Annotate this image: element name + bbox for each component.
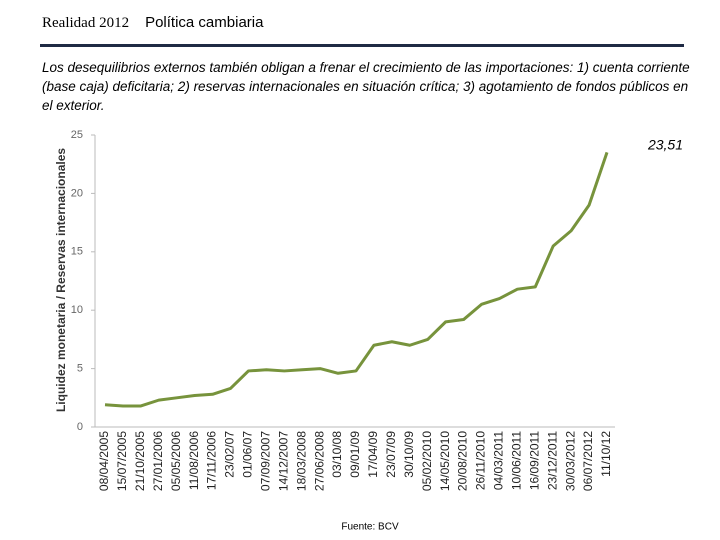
x-tick-label: 17/04/09 — [366, 431, 380, 478]
y-tick-label: 25 — [71, 129, 83, 141]
y-tick-label: 0 — [77, 421, 83, 433]
x-tick-label: 11/08/2006 — [187, 431, 201, 490]
y-tick-label: 5 — [77, 363, 83, 375]
section: Realidad 2012 — [42, 15, 130, 31]
x-tick-label: 17/11/2006 — [205, 431, 219, 490]
y-tick-label: 20 — [71, 187, 83, 199]
x-tick-label: 23/12/2011 — [545, 431, 559, 490]
header-rule — [40, 44, 684, 47]
subtitle: Los desequilibrios externos también obli… — [42, 60, 690, 113]
data-line — [104, 151, 609, 408]
x-tick-label: 07/09/2007 — [259, 431, 273, 491]
x-tick-label: 05/05/2006 — [169, 431, 183, 491]
x-tick-label: 15/07/2005 — [115, 431, 129, 491]
x-tick-label: 21/10/2005 — [133, 431, 147, 491]
header-title: Política cambiaria — [145, 14, 264, 31]
x-tick-label: 05/02/2010 — [420, 431, 434, 491]
x-tick-label: 27/06/2008 — [312, 431, 326, 491]
x-tick-label: 18/03/2008 — [294, 431, 308, 491]
x-tick-label: 03/10/08 — [330, 431, 344, 478]
x-tick-label: 14/05/2010 — [438, 431, 452, 491]
x-tick-label: 04/03/2011 — [492, 431, 506, 490]
x-tick-label: 26/11/2010 — [474, 431, 488, 490]
x-tick-label: 11/10/12 — [599, 431, 613, 477]
y-tick-label: 10 — [71, 304, 83, 316]
x-tick-label: 30/10/09 — [402, 431, 416, 478]
y-axis-label: Liquidez monetaria / Reservas internacio… — [54, 148, 68, 412]
x-tick-label: 23/02/07 — [223, 431, 237, 478]
x-tick-label: 23/07/09 — [384, 431, 398, 478]
header: Realidad 2012 Política cambiaria — [42, 14, 263, 32]
x-tick-label: 09/01/09 — [348, 431, 362, 478]
annotation: 23,51 — [647, 137, 683, 153]
x-tick-label: 06/07/2012 — [581, 431, 595, 491]
x-tick-label: 16/09/2011 — [527, 431, 541, 490]
y-tick-label: 15 — [71, 246, 83, 258]
x-tick-label: 10/06/2011 — [510, 431, 524, 490]
x-tick-label: 30/03/2012 — [563, 431, 577, 491]
x-tick-label: 08/04/2005 — [97, 431, 111, 491]
x-tick-label: 01/06/07 — [241, 431, 255, 478]
source: Fuente: BCV — [341, 522, 399, 533]
x-tick-label: 14/12/2007 — [276, 431, 290, 491]
x-tick-label: 27/01/2006 — [151, 431, 165, 491]
x-tick-label: 20/08/2010 — [456, 431, 470, 491]
